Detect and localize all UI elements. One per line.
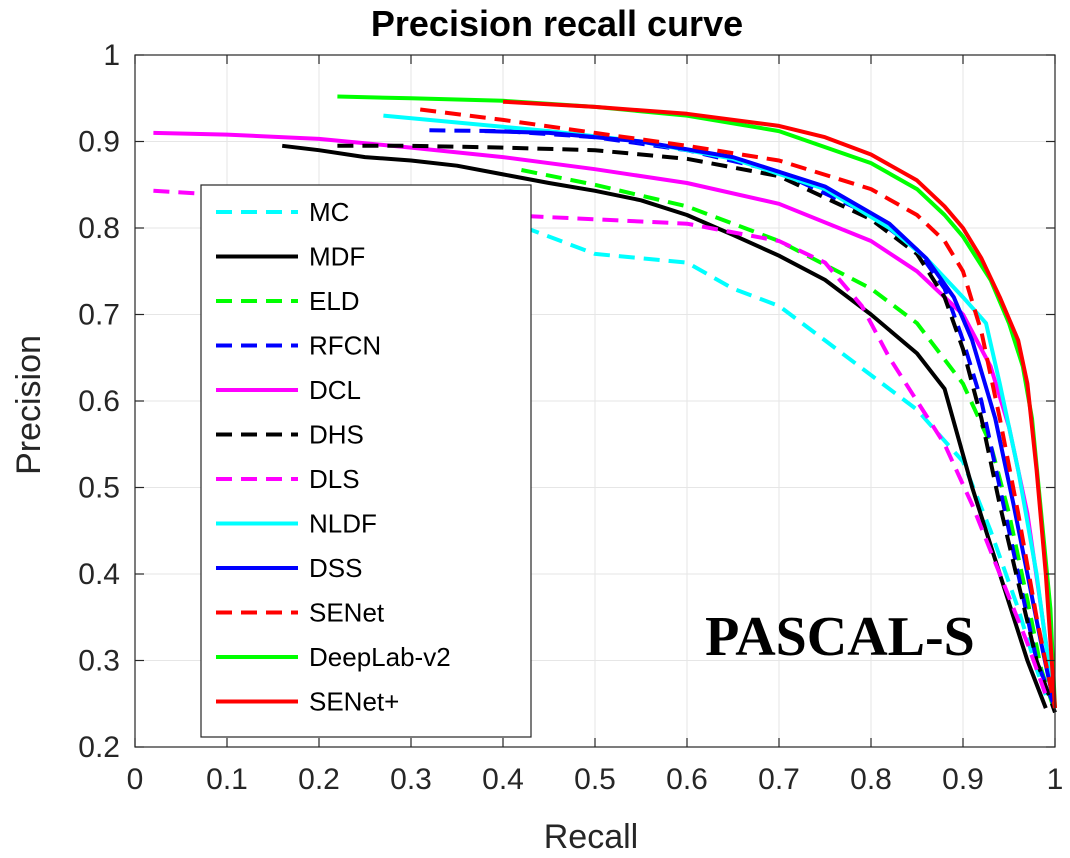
y-axis: 0.2 0.3 0.4 0.5 0.6 0.7 0.8 0.9 1 — [78, 39, 1055, 764]
dataset-annotation: PASCAL-S — [705, 606, 975, 668]
legend-box — [200, 184, 532, 738]
legend: MC MDF ELD RFCN DCL DHS DLS NLDF DSS SENet DeepLab… — [200, 184, 532, 738]
legend-label: MC — [309, 197, 349, 227]
legend-label: DeepLab-v2 — [309, 642, 451, 672]
x-tick-label: 0 — [127, 763, 144, 796]
y-tick-label: 0.6 — [78, 385, 120, 418]
y-tick-label: 1 — [103, 39, 120, 72]
y-tick-label: 0.5 — [78, 472, 120, 505]
series-line-senet- — [502, 99, 1057, 709]
legend-label: DSS — [309, 553, 362, 583]
legend-label: SENet+ — [309, 687, 399, 717]
legend-label: ELD — [309, 286, 360, 316]
series-line-dhs — [337, 143, 1057, 714]
chart-title: Precision recall curve — [371, 3, 743, 44]
legend-label: MDF — [309, 242, 365, 272]
x-tick-label: 0.6 — [666, 763, 708, 796]
x-tick-label: 0.2 — [298, 763, 340, 796]
legend-label: DHS — [309, 420, 364, 450]
series-line-senet — [419, 107, 1057, 709]
series-line-mdf — [281, 143, 1048, 709]
x-tick-label: 1 — [1047, 763, 1064, 796]
legend-label: DLS — [309, 464, 360, 494]
y-tick-label: 0.8 — [78, 212, 120, 245]
x-axis: 0 0.1 0.2 0.3 0.4 0.5 0.6 0.7 0.8 0.9 1 — [127, 55, 1064, 796]
x-tick-label: 0.4 — [482, 763, 524, 796]
x-tick-label: 0.5 — [574, 763, 616, 796]
legend-label: SENet — [309, 598, 385, 628]
y-tick-label: 0.3 — [78, 645, 120, 678]
y-tick-label: 0.4 — [78, 558, 120, 591]
legend-label: DCL — [309, 375, 361, 405]
x-tick-label: 0.8 — [850, 763, 892, 796]
series-line-eld — [521, 168, 1057, 714]
y-tick-label: 0.7 — [78, 299, 120, 332]
x-tick-label: 0.7 — [758, 763, 800, 796]
legend-label: NLDF — [309, 509, 377, 539]
y-tick-label: 0.2 — [78, 731, 120, 764]
x-axis-label: Recall — [544, 818, 638, 856]
x-tick-label: 0.1 — [206, 763, 248, 796]
y-tick-label: 0.9 — [78, 126, 120, 159]
x-tick-label: 0.3 — [390, 763, 432, 796]
series-line-mc — [456, 191, 1048, 696]
y-axis-label: Precision — [10, 335, 48, 475]
x-tick-label: 0.9 — [942, 763, 984, 796]
legend-label: RFCN — [309, 331, 381, 361]
